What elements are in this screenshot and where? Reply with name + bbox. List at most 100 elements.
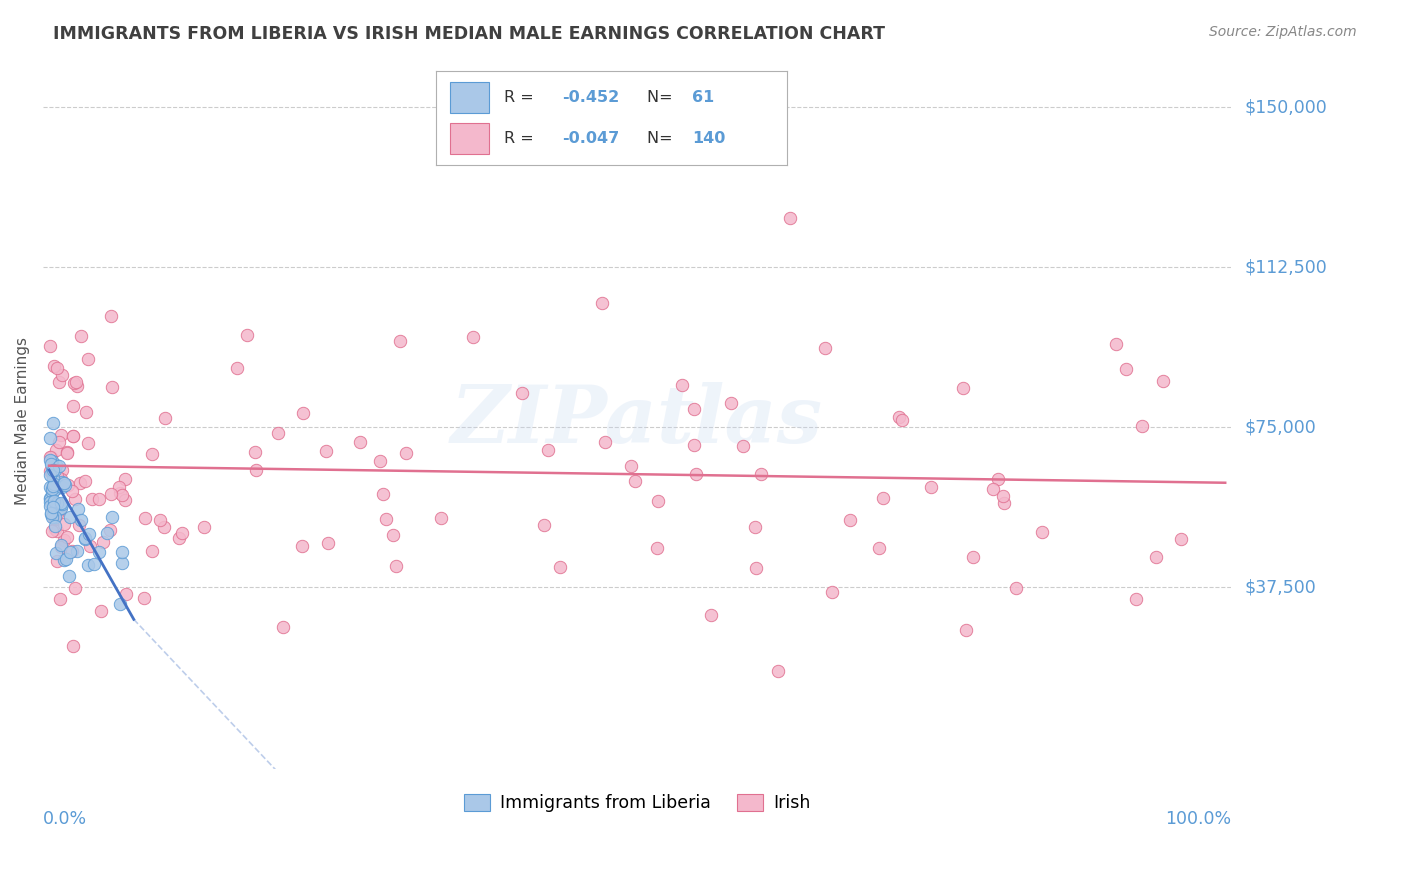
Point (45, 496, 67, 510)
Point (41, 464, 63, 478)
Point (100, 510, 122, 524)
Point (993, 496, 1015, 510)
Point (49, 502, 72, 516)
Point (39, 468, 62, 483)
Point (49, 428, 72, 442)
Point (671, 378, 693, 392)
Point (537, 443, 560, 458)
Point (62, 639, 84, 653)
Point (52, 553, 75, 567)
Point (134, 511, 156, 525)
Y-axis label: Median Male Earnings: Median Male Earnings (15, 337, 30, 505)
Point (41, 500, 63, 514)
Point (619, 459, 641, 474)
Point (101, 380, 124, 394)
Point (45, 554, 67, 568)
Point (111, 556, 134, 570)
Point (768, 664, 790, 678)
Point (46, 481, 69, 495)
Point (66, 378, 89, 392)
Text: Source: ZipAtlas.com: Source: ZipAtlas.com (1209, 25, 1357, 39)
Point (53, 476, 76, 491)
Point (49, 500, 72, 515)
Point (42, 470, 65, 484)
Point (39, 453, 62, 467)
Text: $112,500: $112,500 (1244, 258, 1327, 277)
Point (720, 395, 742, 409)
Point (46, 360, 69, 375)
Point (62, 428, 84, 442)
Point (108, 598, 131, 612)
Point (67, 518, 90, 533)
Point (76, 352, 98, 367)
Point (100, 486, 122, 500)
Point (889, 409, 911, 424)
Point (91, 534, 114, 549)
Point (45, 524, 67, 538)
Point (548, 559, 571, 574)
Point (745, 561, 768, 575)
Point (65, 492, 87, 507)
Point (48, 591, 70, 606)
Point (62, 399, 84, 413)
Text: $75,000: $75,000 (1244, 418, 1317, 436)
Point (236, 328, 259, 343)
Point (55, 552, 77, 566)
Point (700, 608, 723, 623)
Point (114, 472, 136, 486)
Point (141, 543, 163, 558)
Point (45, 442, 67, 457)
Point (56, 444, 79, 458)
Point (46, 468, 69, 483)
Point (41, 454, 63, 468)
Point (63, 581, 86, 595)
Point (821, 585, 844, 599)
Point (48, 435, 70, 450)
Point (1125, 591, 1147, 606)
Point (73, 531, 96, 545)
Point (395, 446, 418, 460)
Point (385, 559, 408, 574)
Point (267, 426, 290, 441)
Point (731, 439, 754, 453)
Point (645, 541, 668, 555)
Point (461, 330, 484, 344)
Point (141, 446, 163, 460)
Point (77, 558, 100, 573)
Point (44, 518, 66, 533)
Point (647, 493, 669, 508)
Point (51, 480, 73, 494)
Point (44, 477, 66, 491)
Point (115, 587, 138, 601)
Point (69, 475, 91, 490)
Point (56, 530, 79, 544)
Point (39, 508, 62, 522)
Text: N=: N= (647, 131, 678, 145)
Point (63, 376, 86, 391)
Point (430, 511, 453, 525)
Point (51, 475, 73, 489)
Point (42, 359, 65, 373)
Point (56, 446, 79, 460)
Legend: Immigrants from Liberia, Irish: Immigrants from Liberia, Irish (457, 787, 818, 819)
Point (193, 519, 215, 533)
Point (1115, 361, 1137, 376)
Point (51, 463, 73, 477)
Point (51, 540, 73, 554)
Point (42, 483, 65, 498)
Point (153, 410, 176, 425)
Point (952, 380, 974, 394)
Point (58, 545, 80, 559)
Point (39, 492, 62, 507)
Point (389, 334, 412, 348)
Point (370, 453, 392, 467)
Point (114, 493, 136, 508)
Point (374, 512, 396, 526)
Point (96, 526, 118, 541)
Point (986, 472, 1008, 486)
Point (87, 545, 110, 559)
Point (39, 450, 62, 465)
Text: $150,000: $150,000 (1244, 98, 1327, 116)
Point (245, 463, 267, 477)
Point (56, 478, 79, 492)
